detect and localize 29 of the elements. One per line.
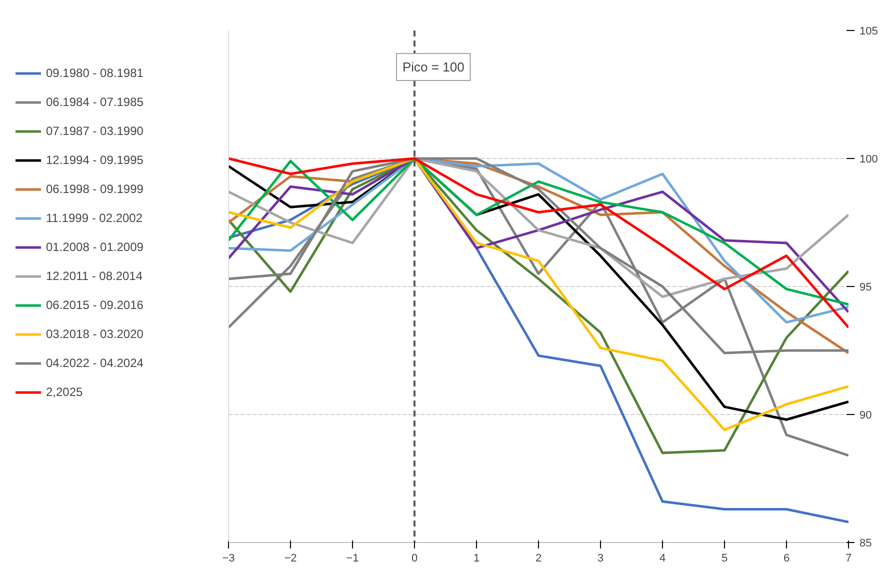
legend-label: 03.2018 - 03.2020 [46,327,144,341]
x-tick-label: 5 [721,552,728,564]
x-tick-label: −1 [346,552,359,564]
y-tick-label: 100 [860,154,878,166]
x-tick-label: 4 [659,552,666,564]
x-tick-label: 1 [473,552,480,564]
legend-label: 06.2015 - 09.2016 [46,298,144,312]
legend-label: 12.1994 - 09.1995 [46,153,144,167]
x-tick-label: −2 [284,552,297,564]
legend-label: 04.2022 - 04.2024 [46,356,144,370]
legend-label: 2,2025 [46,385,83,399]
legend-label: 06.1984 - 07.1985 [46,95,144,109]
y-tick-label: 105 [860,26,878,38]
legend-label: 07.1987 - 03.1990 [46,124,144,138]
x-tick-label: 6 [783,552,790,564]
x-tick-label: −3 [222,552,235,564]
x-tick-label: 3 [597,552,604,564]
y-tick-label: 90 [860,410,872,422]
legend-label: 12.2011 - 08.2014 [46,269,143,283]
annotation: Pico = 100 [402,60,464,74]
x-tick-label: 0 [411,552,418,564]
legend-label: 06.1998 - 09.1999 [46,182,144,196]
y-tick-label: 85 [860,538,872,550]
legend-label: 11.1999 - 02.2002 [46,211,143,225]
y-tick-label: 95 [860,282,872,294]
legend-label: 09.1980 - 08.1981 [46,66,144,80]
x-tick-label: 2 [535,552,542,564]
x-tick-label: 7 [845,552,852,564]
legend-label: 01.2008 - 01.2009 [46,240,144,254]
